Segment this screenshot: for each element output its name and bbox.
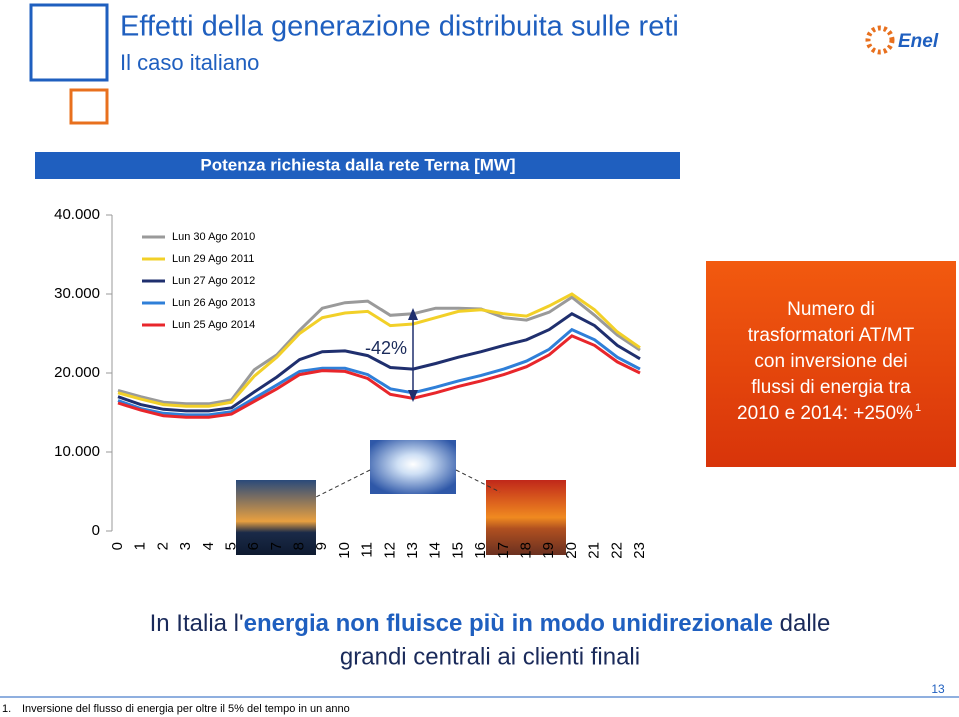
x-tick-label: 15 xyxy=(449,542,466,559)
x-tick-label: 6 xyxy=(245,542,262,550)
legend-label: Lun 29 Ago 2011 xyxy=(172,253,254,265)
y-tick-label: 10.000 xyxy=(54,443,100,460)
x-tick-label: 16 xyxy=(472,542,489,559)
y-tick-label: 0 xyxy=(92,522,100,539)
logo-mark xyxy=(865,25,895,55)
callout-note-ref: 1 xyxy=(915,402,921,414)
series-line xyxy=(117,327,641,417)
series-line xyxy=(117,312,641,413)
x-tick-label: 17 xyxy=(495,542,512,559)
annotation: -42% xyxy=(365,338,407,358)
legend-label: Lun 27 Ago 2012 xyxy=(172,275,255,287)
x-tick-label: 1 xyxy=(132,542,149,550)
x-tick-label: 8 xyxy=(291,542,308,550)
x-tick-label: 7 xyxy=(268,542,285,550)
logo: Enel xyxy=(865,25,939,55)
x-tick-label: 10 xyxy=(336,542,353,559)
y-tick-label: 40.000 xyxy=(54,206,100,223)
x-tick-label: 21 xyxy=(586,542,603,559)
message-line: In Italia l'energia non fluisce più in m… xyxy=(150,610,831,637)
message-part: dalle xyxy=(773,610,830,637)
slide-title: Effetti della generazione distribuita su… xyxy=(120,11,679,43)
callout-line: Numero di xyxy=(787,299,875,320)
series-line xyxy=(117,334,641,419)
x-tick-label: 3 xyxy=(177,542,194,550)
series-line xyxy=(117,292,641,408)
chart-title: Potenza richiesta dalla rete Terna [MW] xyxy=(200,155,515,174)
slide-subtitle: Il caso italiano xyxy=(120,50,259,75)
legend-label: Lun 25 Ago 2014 xyxy=(172,319,255,331)
legend-label: Lun 26 Ago 2013 xyxy=(172,297,255,309)
x-tick-label: 13 xyxy=(404,542,421,559)
callout-box xyxy=(706,261,956,467)
noon-photo xyxy=(370,440,456,494)
x-tick-label: 23 xyxy=(631,542,648,559)
chart-title-bar xyxy=(35,152,680,179)
x-tick-label: 22 xyxy=(608,542,625,559)
connector xyxy=(315,469,371,498)
x-tick-label: 5 xyxy=(222,542,239,550)
x-tick-label: 11 xyxy=(359,542,376,558)
page-number: 13 xyxy=(931,682,945,696)
connector xyxy=(455,469,501,493)
sunrise-photo xyxy=(236,480,316,555)
sunset-photo xyxy=(486,480,566,555)
x-tick-label: 18 xyxy=(517,542,534,559)
legend-label: Lun 30 Ago 2010 xyxy=(172,231,255,243)
footnote-number: 1. xyxy=(2,703,11,715)
x-tick-label: 9 xyxy=(313,542,330,550)
callout-line: flussi di energia tra xyxy=(751,377,911,398)
callout-line: trasformatori AT/MT xyxy=(748,325,915,346)
deco-square xyxy=(29,3,109,82)
callout: Numero di trasformatori AT/MT con inversio… xyxy=(737,299,921,424)
x-tick-label: 14 xyxy=(427,542,444,559)
x-tick-label: 2 xyxy=(154,542,171,550)
footnote-text: Inversione del flusso di energia per olt… xyxy=(22,703,350,715)
x-tick-label: 0 xyxy=(109,542,126,550)
message-line: grandi centrali ai clienti finali xyxy=(340,643,640,670)
y-tick-label: 30.000 xyxy=(54,285,100,302)
message-emphasis: energia non fluisce più in modo unidirez… xyxy=(244,610,773,637)
x-tick-label: 12 xyxy=(381,542,398,559)
x-tick-label: 4 xyxy=(200,542,217,550)
deco-square xyxy=(69,88,109,125)
y-tick-label: 20.000 xyxy=(54,364,100,381)
message-part: In Italia l' xyxy=(150,610,244,637)
x-tick-label: 19 xyxy=(540,542,557,559)
logo-text: Enel xyxy=(898,31,939,52)
callout-line: 2010 e 2014: +250% xyxy=(737,403,913,424)
series-line xyxy=(117,295,641,406)
x-tick-label: 20 xyxy=(563,542,580,559)
callout-line: con inversione dei xyxy=(754,351,907,372)
